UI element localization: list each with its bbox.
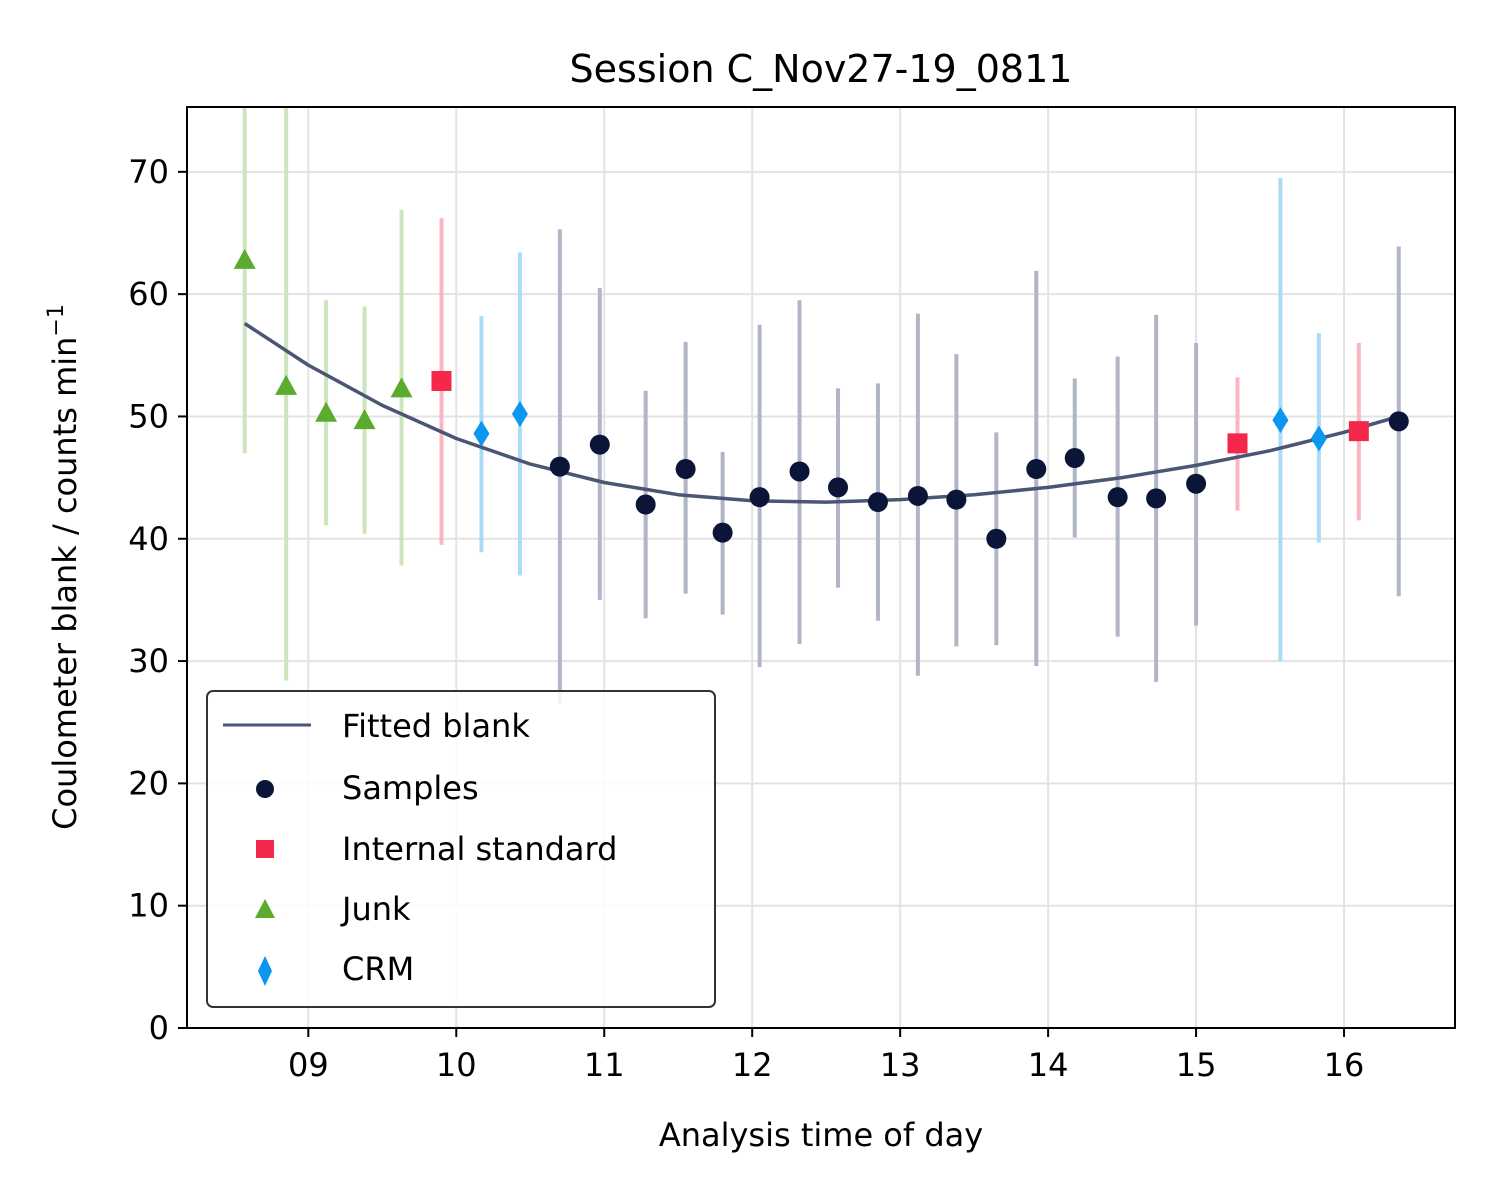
sample-point <box>867 492 888 513</box>
x-axis-title: Analysis time of day <box>659 1116 983 1154</box>
x-tick-label: 16 <box>1324 1046 1365 1084</box>
crm-point <box>1272 407 1289 434</box>
legend-internal-standard-marker <box>256 840 274 858</box>
sample-point <box>749 487 770 508</box>
legend-junk-marker <box>255 899 275 918</box>
x-tick-label: 09 <box>288 1046 329 1084</box>
crm-point <box>473 420 490 447</box>
internal-standard-point <box>1227 433 1248 454</box>
x-tick-label: 12 <box>732 1046 773 1084</box>
fit-line-group <box>243 322 1400 504</box>
y-tick-label: 20 <box>128 764 169 802</box>
x-tick-label: 15 <box>1176 1046 1217 1084</box>
y-axis-title-text: Coulometer blank / counts min <box>46 337 84 830</box>
legend-crm-marker <box>258 956 272 986</box>
fit-line <box>243 322 1400 504</box>
crm-point <box>511 401 528 427</box>
legend-label-samples: Samples <box>342 769 479 807</box>
sample-point <box>789 461 810 482</box>
sample-point <box>712 522 733 543</box>
legend-samples-marker <box>256 780 274 798</box>
y-tick-label: 70 <box>128 153 169 191</box>
sample-point <box>828 477 849 498</box>
chart-title: Session C_Nov27-19_0811 <box>570 47 1073 91</box>
junk-point <box>275 374 298 395</box>
legend-box <box>206 690 716 1008</box>
sample-point <box>1064 448 1085 469</box>
x-tick-label: 14 <box>1028 1046 1069 1084</box>
legend-label-junk: Junk <box>340 890 411 928</box>
legend-label-internal-standard: Internal standard <box>342 830 617 868</box>
sample-point <box>589 434 610 455</box>
internal-standard-point <box>1348 421 1369 442</box>
junk-point <box>353 409 376 430</box>
sample-point <box>1146 488 1167 509</box>
crm-point <box>1310 425 1327 452</box>
x-axis-ticks: 09 10 11 12 13 14 15 16 <box>288 1028 1364 1084</box>
y-tick-label: 30 <box>128 642 169 680</box>
sample-point <box>907 485 928 506</box>
sample-point <box>1388 411 1409 432</box>
y-axis-title: Coulometer blank / counts min−1 <box>44 304 84 830</box>
junk-point <box>315 401 338 422</box>
sample-point <box>1107 487 1128 508</box>
sample-point <box>675 459 696 480</box>
y-tick-label: 10 <box>128 887 169 925</box>
junk-point <box>233 248 256 269</box>
sample-point <box>946 489 967 510</box>
sample-point <box>1026 459 1047 480</box>
markers <box>233 248 1409 549</box>
y-tick-label: 40 <box>128 520 169 558</box>
sample-point <box>635 494 656 515</box>
junk-point <box>390 377 413 398</box>
x-tick-label: 13 <box>880 1046 921 1084</box>
x-tick-label: 11 <box>584 1046 625 1084</box>
internal-standard-point <box>431 370 452 391</box>
legend-label-crm: CRM <box>342 950 414 988</box>
y-axis-title-superscript: −1 <box>44 304 69 336</box>
x-tick-label: 10 <box>436 1046 477 1084</box>
legend-label-fit: Fitted blank <box>342 707 530 745</box>
y-tick-label: 60 <box>128 275 169 313</box>
plot-frame <box>186 106 1456 1029</box>
sample-point <box>986 528 1007 549</box>
sample-point <box>1186 473 1207 494</box>
sample-point <box>549 456 570 477</box>
y-tick-label: 50 <box>128 397 169 435</box>
y-axis-ticks: 0 10 20 30 40 50 60 70 <box>128 153 187 1047</box>
legend: Fitted blank Samples Internal standard J… <box>206 690 716 1008</box>
y-tick-label: 0 <box>149 1009 169 1047</box>
